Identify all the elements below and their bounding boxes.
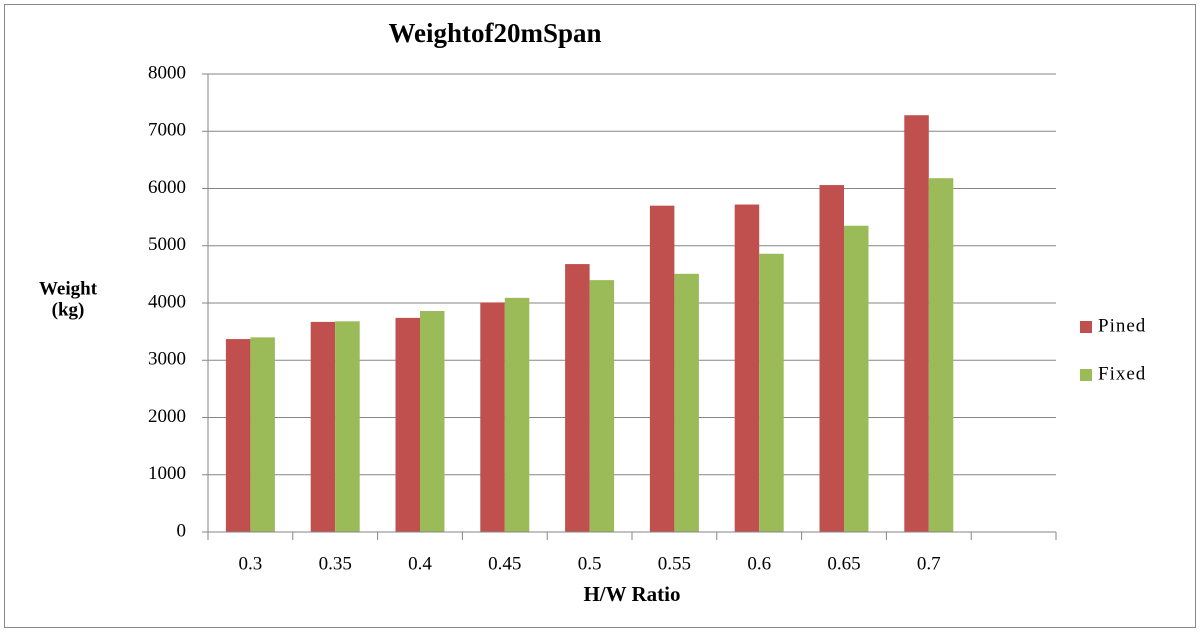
x-tick-label: 0.7 — [917, 553, 941, 574]
bar — [480, 302, 505, 532]
bar — [250, 337, 275, 532]
bar — [225, 339, 251, 532]
legend-swatch — [1080, 369, 1092, 381]
bar — [565, 264, 590, 532]
bar — [819, 185, 844, 532]
bar — [759, 253, 784, 532]
x-tick-label: 0.45 — [488, 553, 521, 574]
x-axis-label: H/W Ratio — [583, 582, 680, 606]
bar — [335, 321, 360, 532]
bar — [649, 205, 675, 533]
bar — [395, 317, 420, 532]
y-tick-label: 0 — [177, 520, 187, 541]
y-tick-label: 1000 — [148, 463, 186, 484]
bar — [504, 297, 530, 532]
bar — [310, 321, 336, 532]
x-tick-label: 0.35 — [319, 553, 352, 574]
y-tick-label: 3000 — [148, 349, 186, 370]
y-tick-label: 4000 — [148, 291, 186, 312]
bar — [928, 178, 954, 532]
bar — [904, 115, 929, 532]
legend-label: Pined — [1098, 315, 1146, 336]
y-axis-label: Weight — [39, 278, 98, 299]
y-tick-label: 7000 — [148, 120, 186, 141]
x-tick-label: 0.3 — [239, 553, 263, 574]
bar — [674, 273, 699, 532]
y-tick-label: 6000 — [148, 177, 186, 198]
y-tick-label: 5000 — [148, 234, 186, 255]
chart-title: Weightof20mSpan — [388, 18, 601, 48]
legend-swatch — [1080, 321, 1092, 333]
y-axis-label: (kg) — [52, 299, 85, 320]
bar — [734, 204, 760, 532]
x-tick-label: 0.55 — [658, 553, 691, 574]
y-tick-label: 8000 — [148, 62, 186, 83]
x-tick-label: 0.6 — [747, 553, 771, 574]
x-tick-label: 0.4 — [408, 553, 432, 574]
x-tick-label: 0.5 — [578, 553, 602, 574]
bar — [589, 280, 615, 532]
bar — [844, 225, 869, 532]
y-tick-label: 2000 — [148, 406, 186, 427]
legend-label: Fixed — [1098, 363, 1146, 384]
x-tick-label: 0.65 — [827, 553, 860, 574]
bar — [420, 311, 445, 532]
